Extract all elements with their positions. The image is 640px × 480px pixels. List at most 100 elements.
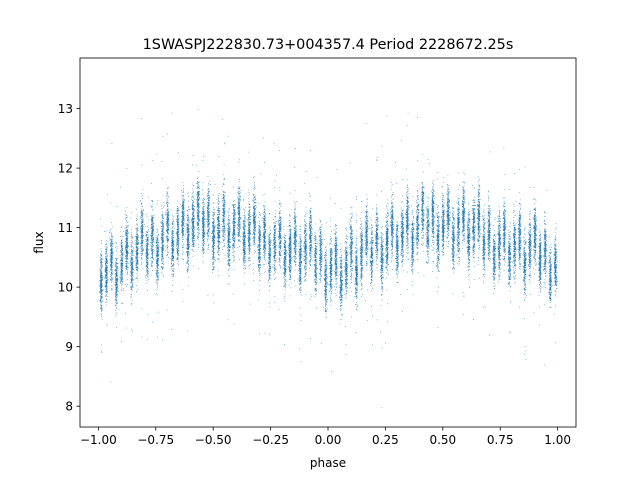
data-point	[467, 234, 469, 236]
data-point	[452, 244, 453, 245]
data-point	[167, 241, 169, 242]
data-point	[193, 211, 194, 213]
data-point	[347, 254, 348, 255]
data-point	[253, 223, 254, 225]
data-point	[544, 364, 546, 366]
data-point	[304, 274, 306, 276]
data-point	[112, 243, 114, 244]
data-point	[176, 248, 178, 250]
data-point	[142, 194, 144, 196]
data-point	[330, 217, 331, 219]
data-point	[269, 285, 271, 286]
data-point	[122, 242, 123, 243]
data-point	[407, 247, 409, 248]
data-point	[280, 237, 282, 238]
data-point	[243, 260, 244, 262]
data-point	[229, 268, 231, 270]
data-point	[147, 314, 149, 315]
data-point	[227, 253, 229, 255]
data-point	[402, 228, 403, 230]
data-point	[528, 253, 530, 255]
data-point	[366, 247, 367, 248]
data-point	[539, 262, 540, 264]
data-point	[519, 203, 521, 205]
data-point	[248, 244, 250, 245]
data-point	[372, 315, 373, 317]
data-point	[508, 240, 510, 242]
data-point	[222, 203, 224, 204]
data-point	[473, 216, 474, 217]
data-point	[447, 202, 448, 203]
data-point	[473, 209, 474, 211]
data-point	[237, 205, 239, 207]
data-point	[458, 223, 460, 224]
data-point	[239, 209, 241, 210]
data-point	[360, 272, 362, 274]
data-point	[156, 284, 158, 286]
data-point	[412, 269, 414, 270]
data-point	[443, 233, 445, 234]
data-point	[447, 198, 448, 199]
data-point	[301, 290, 302, 292]
data-point	[268, 246, 270, 247]
data-point	[176, 242, 178, 243]
data-point	[390, 189, 392, 190]
data-point	[350, 249, 352, 250]
data-point	[319, 256, 321, 257]
data-point	[148, 273, 150, 275]
data-point	[371, 247, 373, 249]
data-point	[151, 266, 153, 268]
data-point	[423, 220, 425, 221]
data-point	[178, 233, 180, 235]
data-point	[116, 292, 117, 294]
data-point	[274, 229, 276, 230]
data-point	[218, 250, 220, 252]
data-point	[289, 268, 290, 270]
data-point	[187, 261, 188, 263]
data-point	[484, 265, 486, 267]
data-point	[519, 206, 521, 208]
data-point	[324, 296, 326, 297]
data-point	[411, 251, 413, 253]
data-point	[428, 211, 429, 213]
data-point	[525, 256, 526, 258]
data-point	[533, 250, 535, 252]
data-point	[478, 257, 479, 258]
data-point	[259, 260, 261, 262]
data-point	[254, 211, 255, 212]
data-point	[508, 259, 510, 261]
data-point	[412, 258, 414, 260]
data-point	[523, 276, 525, 278]
data-point	[183, 197, 185, 199]
data-point	[400, 223, 402, 225]
data-point	[187, 256, 189, 258]
data-point	[188, 246, 190, 247]
data-point	[303, 277, 305, 278]
data-point	[411, 270, 412, 271]
data-point	[489, 211, 490, 213]
data-point	[393, 229, 394, 230]
data-point	[126, 216, 128, 218]
data-point	[233, 225, 234, 226]
data-point	[110, 230, 111, 232]
data-point	[316, 279, 318, 281]
data-point	[418, 199, 419, 201]
data-point	[520, 241, 521, 242]
data-point	[416, 232, 418, 234]
data-point	[258, 269, 260, 271]
data-point	[234, 199, 235, 201]
data-point	[188, 220, 189, 222]
data-point	[545, 260, 547, 262]
data-point	[482, 306, 484, 308]
data-point	[484, 224, 485, 225]
data-point	[228, 135, 229, 137]
data-point	[449, 219, 451, 220]
data-point	[524, 260, 525, 262]
data-point	[308, 260, 310, 262]
data-point	[197, 215, 198, 217]
data-point	[365, 249, 367, 251]
data-point	[494, 265, 496, 267]
data-point	[243, 249, 245, 251]
data-point	[265, 213, 267, 214]
data-point	[489, 231, 490, 233]
